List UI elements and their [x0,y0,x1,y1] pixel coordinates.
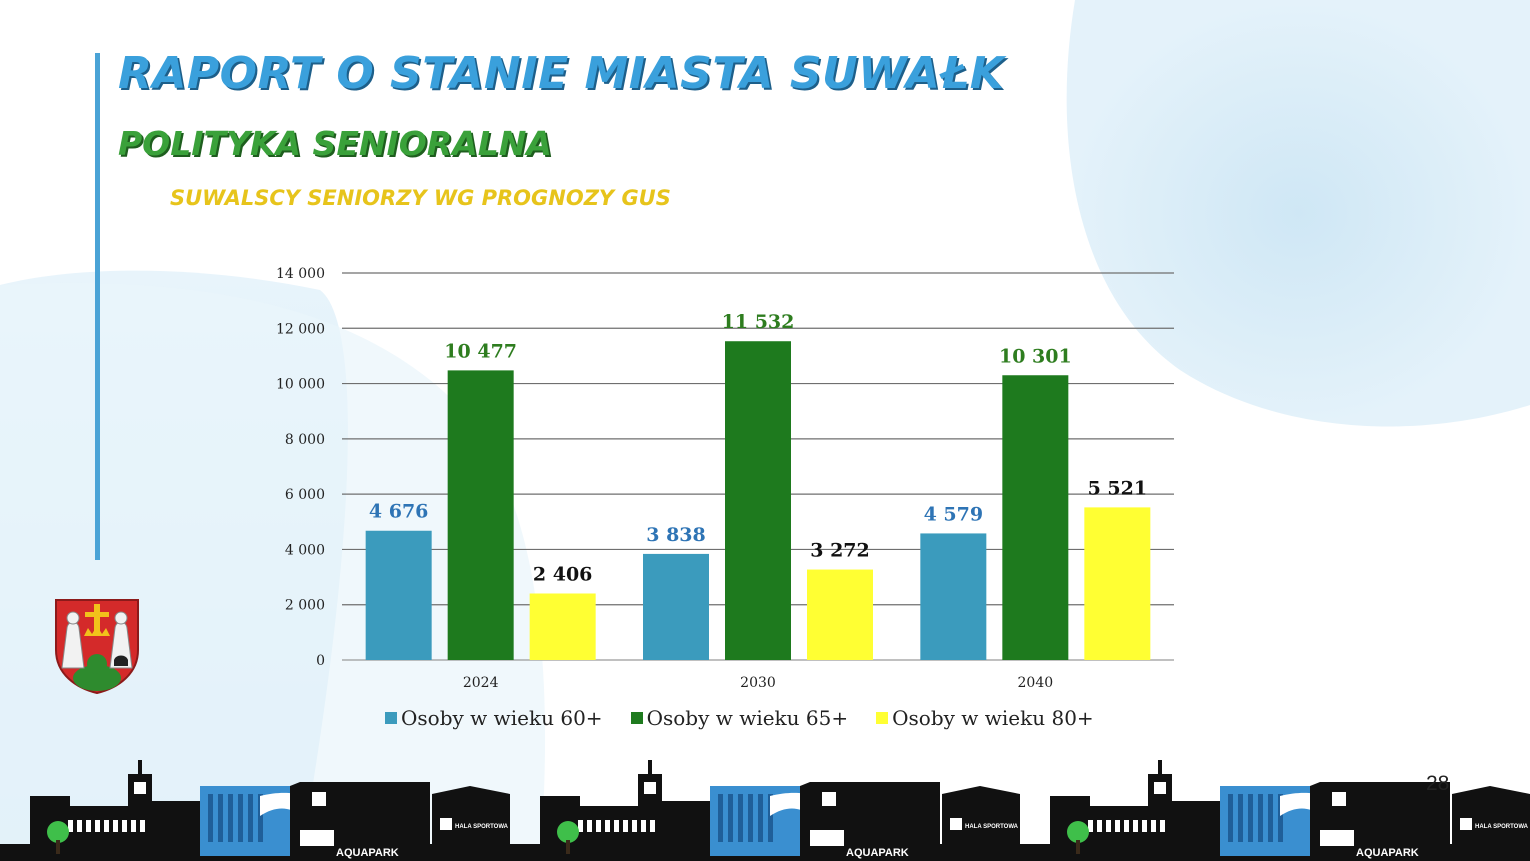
chart-legend: Osoby w wieku 60+ Osoby w wieku 65+ Osob… [385,706,1094,730]
legend-label-80: Osoby w wieku 80+ [892,706,1094,730]
page-subtitle: POLITYKA SENIORALNA [118,124,552,163]
accent-bar [95,53,100,560]
data-label: 4 579 [924,503,984,525]
bar [1002,375,1069,660]
bar [1084,507,1151,660]
bar [365,530,432,660]
data-label: 10 477 [444,340,517,362]
skyline-segment: AQUAPARK HALA SPORTOWA [0,760,510,861]
y-tick-label: 0 [316,653,325,669]
data-label: 11 532 [722,311,795,333]
data-label: 4 676 [369,501,429,523]
bar [920,533,987,660]
y-tick-label: 6 000 [285,487,325,503]
skyline-label-hala-sportowa: HALA SPORTOWA [455,824,509,830]
x-tick-label: 2030 [740,675,776,691]
skyline-label-hala-sportowa: HALA SPORTOWA [965,824,1019,830]
legend-label-60: Osoby w wieku 60+ [401,706,603,730]
data-label: 3 272 [810,540,870,562]
y-tick-label: 10 000 [276,377,325,393]
skyline-label-aquapark: AQUAPARK [1356,847,1419,859]
bar [529,593,596,660]
legend-swatch-80 [876,712,889,724]
data-label: 10 301 [999,345,1072,367]
y-tick-label: 4 000 [285,542,325,558]
legend-item-60: Osoby w wieku 60+ [385,706,603,730]
y-tick-label: 2 000 [285,598,325,614]
x-tick-label: 2040 [1018,675,1054,691]
x-tick-label: 2024 [463,675,499,691]
legend-swatch-65 [630,712,643,724]
skyline-label-hala-sportowa: HALA SPORTOWA [1475,824,1529,830]
skyline-label-aquapark: AQUAPARK [846,847,909,859]
page-title: RAPORT O STANIE MIASTA SUWAŁK [118,48,1005,99]
y-tick-label: 14 000 [276,266,325,282]
legend-item-80: Osoby w wieku 80+ [876,706,1094,730]
bar [725,341,791,660]
section-label: SUWALSCY SENIORZY WG PROGNOZY GUS [170,186,671,210]
bar [447,370,514,660]
skyline-segment: AQUAPARK HALA SPORTOWA [510,760,1020,861]
coat-of-arms-icon [55,599,139,694]
y-tick-label: 12 000 [276,321,325,337]
data-label: 3 838 [646,524,706,546]
page-number: 28 [1426,772,1450,795]
bar [807,569,873,660]
skyline-label-aquapark: AQUAPARK [336,847,399,859]
legend-swatch-60 [385,712,397,724]
bar [643,553,709,660]
skyline-segment: AQUAPARK HALA SPORTOWA [1020,760,1530,861]
data-label: 5 521 [1088,477,1148,499]
data-label: 2 406 [533,563,593,585]
y-tick-label: 8 000 [285,432,325,448]
city-skyline-footer: AQUAPARK HALA SPORTOWA AQUAPARK HALA SPORTO… [0,760,1530,861]
legend-label-65: Osoby w wieku 65+ [646,706,849,730]
legend-item-65: Osoby w wieku 65+ [630,706,849,730]
